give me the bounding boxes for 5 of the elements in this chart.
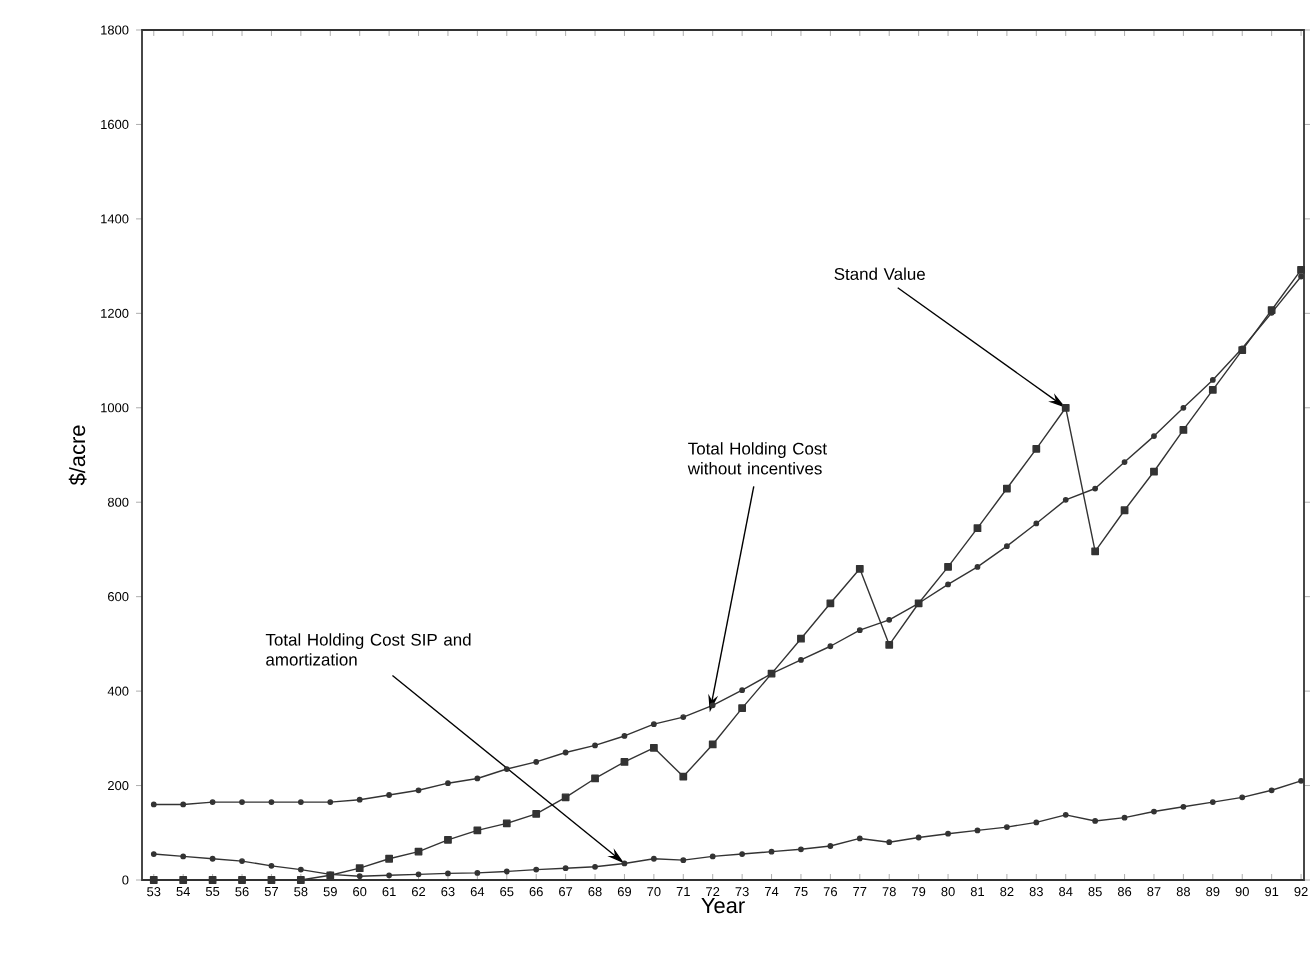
annotation: Total Holding Cost SIP and amortization — [265, 633, 471, 666]
x-axis-title: Year — [701, 897, 745, 914]
annotation: Stand Value — [834, 267, 925, 280]
annotation: Total Holding Cost without incentives — [687, 442, 827, 475]
y-axis-title: $/acre — [68, 425, 87, 486]
